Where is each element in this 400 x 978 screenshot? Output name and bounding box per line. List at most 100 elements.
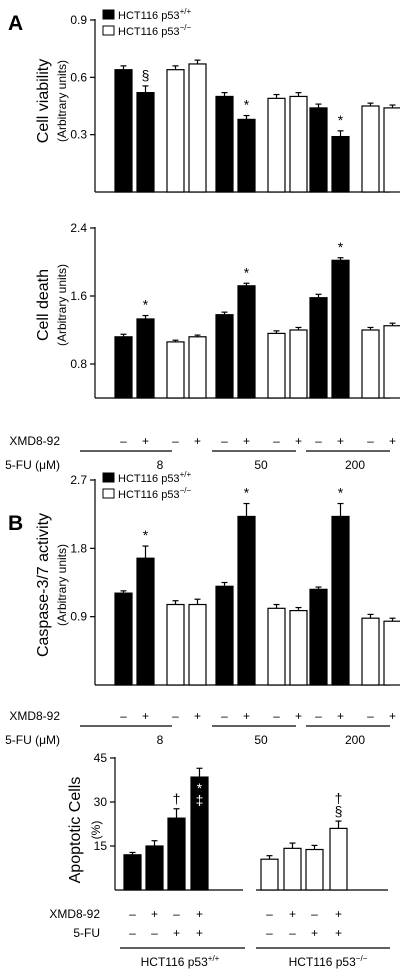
significance-mark: † [173, 791, 181, 807]
dose-label: 50 [254, 733, 268, 747]
bar [267, 97, 286, 193]
bar [329, 827, 348, 891]
y-tick-label: 30 [94, 795, 108, 809]
bar [136, 318, 155, 399]
significance-mark: * [197, 780, 203, 796]
xmd-sign: + [289, 907, 296, 921]
xmd-sign: – [221, 434, 228, 448]
xmd-sign: + [243, 434, 250, 448]
bar [289, 609, 308, 686]
xmd-sign: – [273, 434, 280, 448]
bar [114, 69, 133, 193]
xmd-sign: – [172, 434, 179, 448]
y-tick-label: 0.6 [70, 70, 87, 84]
xmd-sign: – [172, 709, 179, 723]
bar [331, 259, 350, 399]
xmd-row-label: XMD8-92 [49, 907, 100, 921]
fu-row-label: 5-FU [73, 926, 100, 940]
fu-sign: – [151, 926, 158, 940]
legend-swatch-wt [102, 472, 115, 483]
bar [309, 297, 328, 399]
bar [215, 585, 234, 686]
xmd-sign: – [129, 907, 136, 921]
xmd-sign: – [120, 434, 127, 448]
bar [383, 107, 400, 193]
xmd-sign: – [120, 709, 127, 723]
y-axis-label: Cell death [35, 269, 52, 341]
bar [114, 592, 133, 686]
y-tick-label: 0.9 [70, 610, 87, 624]
xmd-sign: – [315, 709, 322, 723]
y-tick-label: 0.9 [70, 13, 87, 27]
xmd-sign: – [221, 709, 228, 723]
y-tick-label: 1.8 [70, 541, 87, 555]
fu-sign: + [335, 926, 342, 940]
bar [215, 95, 234, 193]
fu-sign: + [173, 926, 180, 940]
group-label-ko: HCT116 p53−/− [289, 954, 368, 969]
y-tick-label: 2.7 [70, 473, 87, 487]
legend-swatch-wt [102, 9, 115, 20]
xmd-sign: + [142, 709, 149, 723]
bar [309, 588, 328, 686]
significance-mark: ‡ [196, 792, 204, 808]
bar [260, 858, 279, 891]
xmd-sign: – [367, 434, 374, 448]
xmd-row-label: XMD8-92 [9, 434, 60, 448]
bar [361, 105, 380, 193]
bar [123, 854, 142, 891]
bar [361, 329, 380, 399]
bar [289, 329, 308, 399]
xmd-sign: + [337, 434, 344, 448]
xmd-sign: + [194, 434, 201, 448]
bar [309, 107, 328, 193]
y-axis-unit: (Arbitrary units) [55, 60, 69, 142]
xmd-sign: + [337, 709, 344, 723]
xmd-sign: + [243, 709, 250, 723]
bar [383, 325, 400, 399]
bar [166, 69, 185, 193]
xmd-sign: + [335, 907, 342, 921]
significance-mark: * [143, 297, 149, 313]
bar [166, 603, 185, 686]
bar [283, 847, 302, 891]
xmd-sign: + [295, 434, 302, 448]
dose-label: 200 [345, 458, 365, 472]
bar [166, 341, 185, 399]
panel-label-a: A [8, 12, 23, 35]
y-tick-label: 45 [94, 751, 108, 765]
y-axis-label: Caspase-3/7 activity [35, 513, 52, 657]
dose-label: 8 [157, 733, 164, 747]
fu-sign: + [196, 926, 203, 940]
bar [167, 817, 186, 891]
significance-mark: * [338, 112, 344, 128]
bar [331, 135, 350, 193]
fu-sign: + [311, 926, 318, 940]
xmd-sign: + [142, 434, 149, 448]
fu-sign: – [266, 926, 273, 940]
legend-label-ko: HCT116 p53−/− [118, 23, 191, 38]
bar [331, 515, 350, 686]
xmd-sign: + [295, 709, 302, 723]
bar [136, 557, 155, 686]
xmd-sign: – [173, 907, 180, 921]
y-tick-label: 1.6 [70, 289, 87, 303]
y-tick-label: 0.3 [70, 128, 87, 142]
significance-mark: * [244, 485, 250, 501]
xmd-sign: – [315, 434, 322, 448]
dose-label: 200 [345, 733, 365, 747]
xmd-row-label: XMD8-92 [9, 709, 60, 723]
bar [188, 603, 207, 686]
legend-swatch-ko [102, 25, 115, 36]
bar [237, 118, 256, 193]
bar [145, 845, 164, 891]
bar [267, 332, 286, 399]
fu-sign: – [289, 926, 296, 940]
xmd-sign: – [273, 709, 280, 723]
bar [215, 314, 234, 399]
y-axis-label: Cell viability [35, 59, 52, 143]
bar [188, 336, 207, 399]
xmd-sign: – [367, 709, 374, 723]
significance-mark: * [244, 97, 250, 113]
